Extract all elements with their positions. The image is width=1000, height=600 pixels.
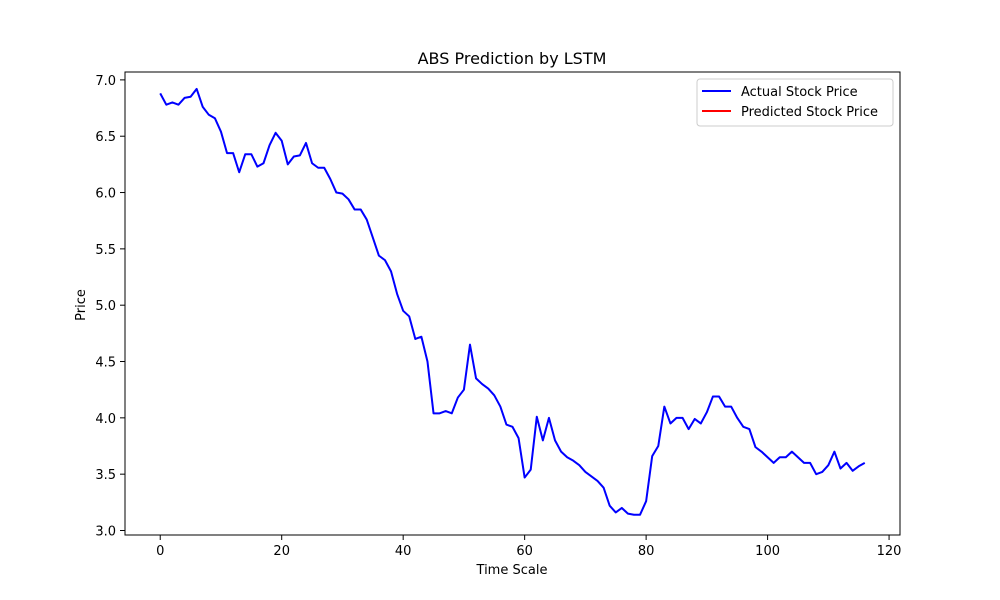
- x-tick-label: 80: [638, 544, 655, 559]
- y-tick-label: 6.0: [95, 187, 116, 202]
- y-tick-label: 3.5: [95, 468, 116, 483]
- x-tick-label: 60: [516, 544, 533, 559]
- y-axis-label: Price: [74, 289, 89, 321]
- y-tick-label: 4.0: [95, 412, 116, 427]
- y-tick-label: 5.0: [95, 299, 116, 314]
- x-tick-label: 120: [877, 544, 902, 559]
- y-tick-label: 7.0: [95, 74, 116, 89]
- x-tick-label: 100: [755, 544, 780, 559]
- y-tick-label: 3.0: [95, 524, 116, 539]
- legend-label-1: Actual Stock Price: [741, 85, 858, 100]
- plot-area: 0 20 40 60 80 100 120 3.0 3.5 4.0 4.5 5.0 5.5 6.0 6.5 7…: [95, 71, 902, 559]
- y-tick-label: 6.5: [95, 130, 116, 145]
- x-axis-label: Time Scale: [476, 563, 548, 578]
- legend: Actual Stock Price Predicted Stock Price: [696, 78, 894, 127]
- legend-box: [696, 78, 894, 127]
- plot-frame: [124, 71, 901, 536]
- x-tick-label: 20: [273, 544, 290, 559]
- x-tick-label: 40: [395, 544, 412, 559]
- chart-title: ABS Prediction by LSTM: [418, 49, 607, 68]
- series-line-1: [159, 87, 866, 516]
- legend-label-2: Predicted Stock Price: [741, 105, 878, 120]
- y-tick-label: 4.5: [95, 356, 116, 371]
- x-tick-label: 0: [156, 544, 164, 559]
- y-tick-label: 5.5: [95, 243, 116, 258]
